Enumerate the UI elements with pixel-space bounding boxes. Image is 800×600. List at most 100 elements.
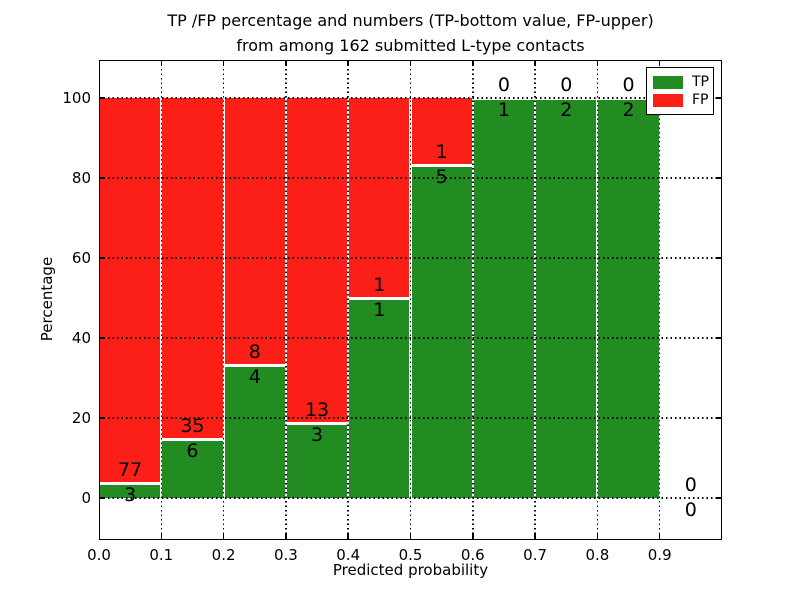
gridline-vertical bbox=[160, 60, 163, 540]
gridline-horizontal bbox=[99, 97, 722, 99]
x-tick-mark-bottom bbox=[658, 534, 661, 540]
legend-entry-tp: TP bbox=[653, 74, 709, 90]
legend-entry-fp: FP bbox=[653, 92, 709, 108]
x-tick-mark-top bbox=[596, 60, 599, 66]
y-tick-mark-left bbox=[99, 177, 105, 179]
fp-count-label: 13 bbox=[304, 399, 330, 421]
gridline-vertical bbox=[658, 60, 661, 540]
bar-segment-fp bbox=[410, 98, 473, 165]
bar-segment-fp bbox=[223, 98, 286, 365]
x-tick-label: 0.7 bbox=[523, 546, 548, 564]
y-tick-mark-right bbox=[716, 257, 722, 259]
tp-count-label: 0 bbox=[684, 499, 697, 521]
tp-count-label: 6 bbox=[186, 440, 199, 463]
x-tick-mark-top bbox=[347, 60, 349, 66]
x-tick-label: 0.5 bbox=[398, 546, 423, 564]
x-axis-label: Predicted probability bbox=[332, 561, 489, 579]
chart-title-line2: from among 162 submitted L-type contacts bbox=[236, 36, 585, 55]
legend: TP FP bbox=[646, 67, 714, 115]
gridline-horizontal bbox=[99, 497, 722, 499]
x-tick-label: 0.9 bbox=[647, 546, 672, 564]
bar-segment-fp bbox=[348, 98, 411, 298]
fp-count-label: 0 bbox=[560, 74, 573, 96]
x-tick-mark-bottom bbox=[347, 534, 349, 540]
y-tick-label: 80 bbox=[71, 169, 91, 187]
tp-count-label: 1 bbox=[373, 299, 386, 321]
x-tick-mark-bottom bbox=[285, 534, 287, 540]
x-tick-label: 0.4 bbox=[336, 546, 361, 564]
bar-segment-tp bbox=[223, 364, 286, 498]
gridline-vertical bbox=[534, 60, 536, 540]
y-tick-mark-right bbox=[716, 417, 722, 419]
gridline-vertical bbox=[409, 60, 412, 540]
legend-swatch-fp bbox=[653, 93, 683, 107]
y-tick-mark-right bbox=[716, 97, 722, 99]
bar-segment-tp bbox=[348, 298, 411, 498]
gridline-vertical bbox=[222, 60, 225, 540]
legend-label-tp: TP bbox=[692, 74, 709, 90]
y-tick-label: 0 bbox=[81, 489, 91, 507]
y-axis-label: Percentage bbox=[38, 256, 56, 342]
fp-count-label: 0 bbox=[622, 74, 635, 96]
x-tick-mark-top bbox=[160, 60, 163, 66]
gridline-horizontal bbox=[99, 257, 722, 259]
x-tick-mark-top bbox=[285, 60, 287, 66]
fp-count-label: 35 bbox=[180, 415, 205, 438]
x-tick-label: 0.1 bbox=[149, 546, 174, 564]
plot-area: TP FP 77 3 35 6 8 4 13 3 1 1 1 5 0 1 0 2 0 2 0 0 bbox=[99, 60, 722, 540]
legend-label-fp: FP bbox=[692, 92, 709, 108]
gridline-vertical bbox=[472, 60, 474, 540]
gridline-vertical bbox=[347, 60, 349, 540]
x-tick-mark-top bbox=[658, 60, 661, 66]
y-tick-mark-right bbox=[716, 337, 722, 339]
fp-count-label: 8 bbox=[248, 340, 261, 363]
gridline-horizontal bbox=[99, 417, 722, 419]
tp-count-label: 2 bbox=[622, 99, 635, 121]
bar-segment-tp bbox=[535, 98, 598, 498]
y-tick-mark-right bbox=[716, 497, 722, 499]
y-tick-mark-left bbox=[99, 497, 105, 499]
fp-count-label: 1 bbox=[435, 140, 448, 163]
legend-swatch-tp bbox=[653, 75, 683, 89]
x-tick-mark-bottom bbox=[472, 534, 474, 540]
y-tick-mark-left bbox=[99, 257, 105, 259]
bar-segment-tp bbox=[285, 423, 349, 498]
y-tick-label: 100 bbox=[62, 89, 91, 107]
y-tick-label: 60 bbox=[71, 249, 91, 267]
tp-count-label: 5 bbox=[435, 165, 448, 188]
chart-title: TP /FP percentage and numbers (TP-bottom… bbox=[99, 8, 722, 58]
bar-segment-tp bbox=[597, 98, 660, 498]
x-tick-mark-bottom bbox=[409, 534, 412, 540]
gridline-horizontal bbox=[99, 337, 722, 339]
y-tick-label: 40 bbox=[71, 329, 91, 347]
fp-count-label: 77 bbox=[118, 459, 143, 481]
chart-title-line1: TP /FP percentage and numbers (TP-bottom… bbox=[167, 11, 654, 30]
tp-count-label: 2 bbox=[560, 99, 573, 121]
x-tick-mark-top bbox=[534, 60, 536, 66]
tp-count-label: 3 bbox=[124, 484, 137, 506]
x-tick-mark-bottom bbox=[596, 534, 599, 540]
bar-segment-fp bbox=[285, 98, 349, 423]
y-tick-mark-left bbox=[99, 337, 105, 339]
bar-segment-fp bbox=[161, 98, 224, 440]
tp-count-label: 4 bbox=[248, 365, 261, 388]
y-tick-mark-left bbox=[99, 97, 105, 99]
x-tick-mark-bottom bbox=[222, 534, 225, 540]
x-tick-mark-bottom bbox=[534, 534, 536, 540]
gridline-vertical bbox=[285, 60, 287, 540]
x-tick-mark-top bbox=[409, 60, 412, 66]
bar-segment-tp bbox=[472, 98, 536, 498]
x-tick-mark-top bbox=[222, 60, 225, 66]
x-tick-label: 0.2 bbox=[211, 546, 236, 564]
x-tick-mark-bottom bbox=[160, 534, 163, 540]
x-tick-label: 0.8 bbox=[585, 546, 610, 564]
fp-count-label: 0 bbox=[497, 74, 510, 96]
fp-count-label: 1 bbox=[373, 274, 386, 296]
fp-count-label: 0 bbox=[684, 474, 697, 496]
x-tick-mark-top bbox=[472, 60, 474, 66]
bar-segment-tp bbox=[410, 164, 473, 498]
y-tick-label: 20 bbox=[71, 409, 91, 427]
x-tick-label: 0.6 bbox=[460, 546, 485, 564]
gridline-vertical bbox=[596, 60, 599, 540]
